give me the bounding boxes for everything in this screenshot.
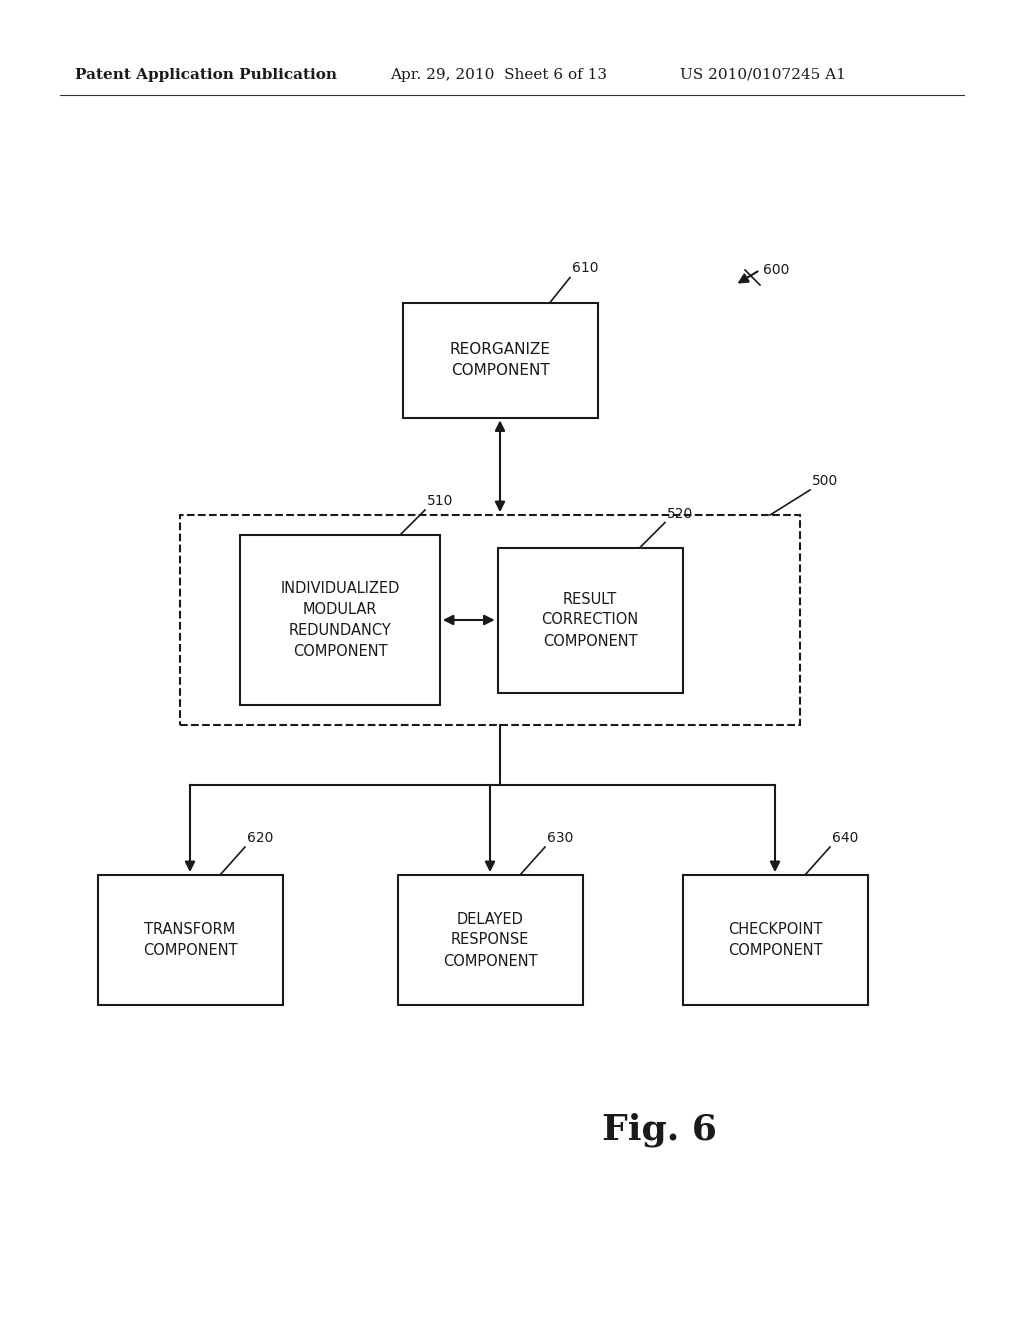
FancyBboxPatch shape: [683, 875, 867, 1005]
Text: 640: 640: [831, 832, 858, 845]
FancyBboxPatch shape: [498, 548, 683, 693]
Text: Apr. 29, 2010  Sheet 6 of 13: Apr. 29, 2010 Sheet 6 of 13: [390, 69, 607, 82]
FancyBboxPatch shape: [97, 875, 283, 1005]
Text: 520: 520: [667, 507, 693, 520]
Text: DELAYED
RESPONSE
COMPONENT: DELAYED RESPONSE COMPONENT: [442, 912, 538, 969]
FancyBboxPatch shape: [240, 535, 440, 705]
Text: Fig. 6: Fig. 6: [602, 1113, 718, 1147]
Text: US 2010/0107245 A1: US 2010/0107245 A1: [680, 69, 846, 82]
Text: 500: 500: [812, 474, 839, 488]
Text: INDIVIDUALIZED
MODULAR
REDUNDANCY
COMPONENT: INDIVIDUALIZED MODULAR REDUNDANCY COMPON…: [281, 581, 399, 659]
Text: 630: 630: [547, 832, 573, 845]
FancyBboxPatch shape: [397, 875, 583, 1005]
Text: 600: 600: [763, 263, 790, 277]
Text: RESULT
CORRECTION
COMPONENT: RESULT CORRECTION COMPONENT: [542, 591, 639, 648]
Text: 510: 510: [427, 494, 454, 508]
Text: CHECKPOINT
COMPONENT: CHECKPOINT COMPONENT: [728, 921, 822, 958]
FancyBboxPatch shape: [402, 302, 597, 417]
Text: 620: 620: [247, 832, 273, 845]
Text: 610: 610: [572, 261, 598, 276]
Text: Patent Application Publication: Patent Application Publication: [75, 69, 337, 82]
Text: REORGANIZE
COMPONENT: REORGANIZE COMPONENT: [450, 342, 551, 378]
Text: TRANSFORM
COMPONENT: TRANSFORM COMPONENT: [142, 921, 238, 958]
